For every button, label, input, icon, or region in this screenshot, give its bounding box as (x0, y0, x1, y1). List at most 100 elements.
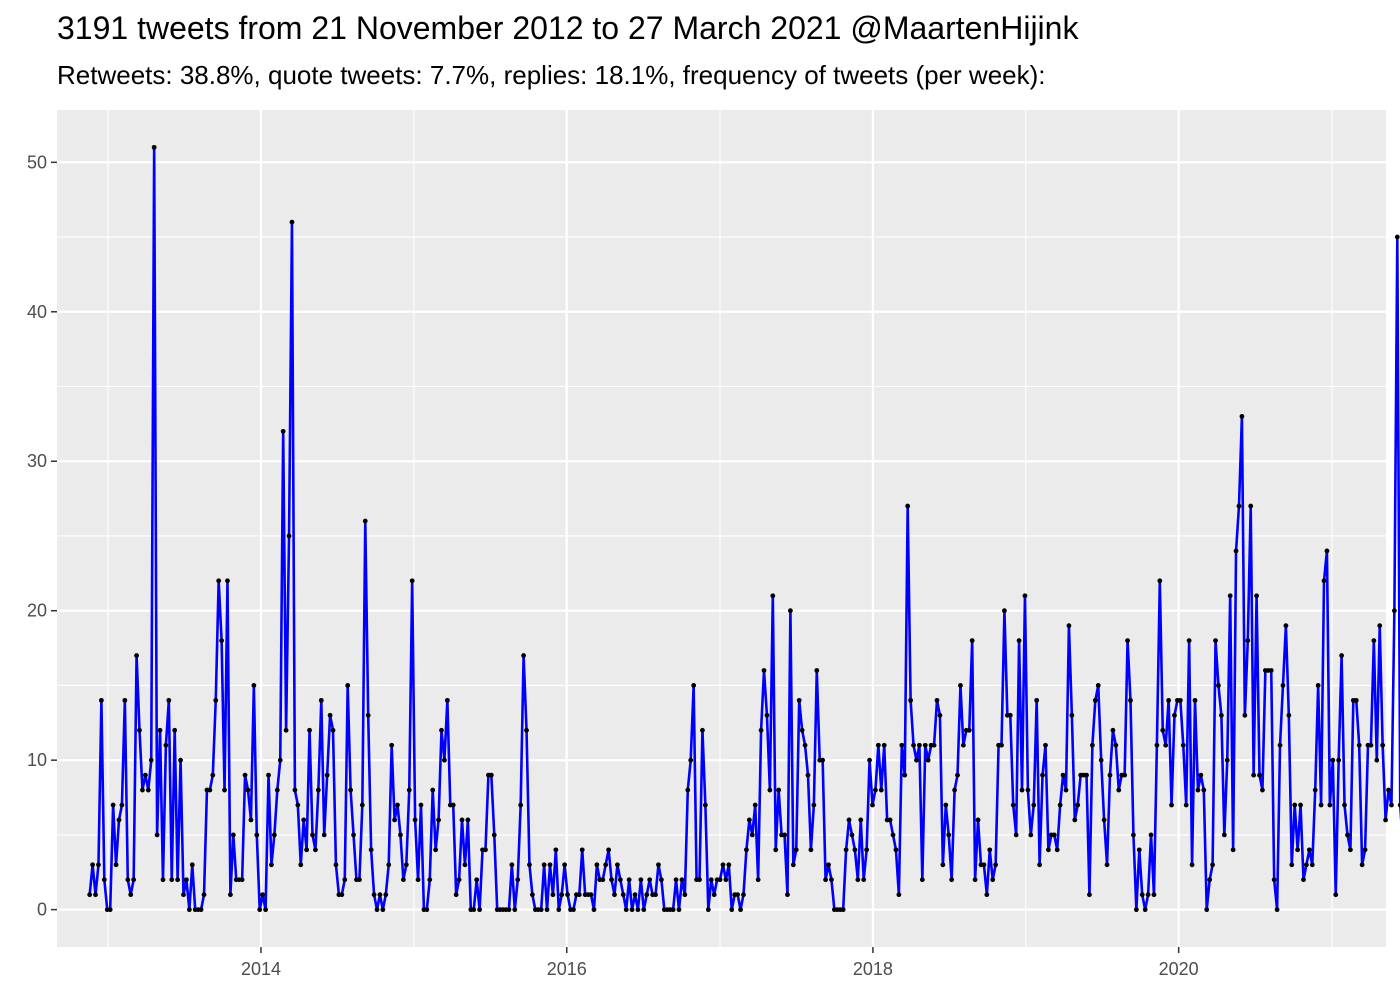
data-point (324, 772, 330, 778)
data-point (1283, 623, 1289, 629)
data-point (691, 683, 697, 688)
data-point (271, 832, 277, 838)
data-point (304, 847, 310, 853)
data-point (1210, 862, 1215, 868)
data-point (999, 742, 1004, 748)
data-point (720, 862, 726, 868)
data-point (444, 697, 450, 703)
data-point (527, 862, 532, 868)
data-point (612, 892, 617, 898)
data-point (125, 877, 131, 883)
data-point (620, 892, 626, 898)
data-point (116, 817, 122, 823)
x-tick-label: 2018 (853, 959, 893, 979)
data-point (1289, 862, 1295, 868)
data-point (1394, 234, 1400, 240)
data-point (896, 892, 902, 898)
data-point (1166, 697, 1172, 703)
data-point (315, 787, 321, 793)
data-point (1189, 862, 1195, 868)
data-point (1040, 772, 1045, 778)
data-point (829, 877, 834, 883)
data-point (201, 892, 207, 898)
data-point (362, 518, 368, 524)
data-point (1087, 892, 1092, 898)
data-point (1116, 787, 1122, 793)
data-point (96, 862, 101, 868)
data-point (758, 727, 764, 733)
data-point (682, 892, 688, 898)
data-point (1254, 593, 1259, 599)
data-point (972, 877, 978, 883)
data-point (799, 727, 805, 733)
data-point (1136, 847, 1142, 853)
data-point (368, 847, 374, 853)
data-point (1227, 593, 1233, 599)
data-point (310, 832, 315, 838)
data-point (793, 847, 799, 853)
data-point (483, 847, 488, 853)
data-point (623, 907, 629, 913)
data-point (99, 697, 104, 703)
data-point (330, 727, 336, 733)
data-point (1054, 847, 1060, 853)
data-point (893, 847, 899, 853)
data-point (365, 712, 371, 718)
data-point (1198, 772, 1204, 778)
data-point (529, 892, 535, 898)
data-point (562, 862, 568, 868)
data-point (1057, 802, 1063, 808)
data-point (157, 727, 163, 733)
data-point (782, 832, 787, 838)
data-point (122, 697, 128, 703)
data-point (1321, 578, 1327, 584)
data-point (641, 907, 647, 913)
data-point (459, 817, 465, 823)
data-point (902, 772, 908, 778)
data-point (955, 772, 960, 778)
data-point (339, 892, 345, 898)
data-point (591, 907, 597, 913)
data-point (1101, 817, 1107, 823)
data-point (386, 862, 392, 868)
data-point (943, 802, 949, 808)
data-point (418, 802, 424, 808)
data-point (849, 832, 855, 838)
data-point (415, 877, 421, 883)
data-point (1306, 847, 1312, 853)
data-point (852, 847, 858, 853)
data-point (427, 877, 433, 883)
data-point (442, 757, 447, 763)
data-point (377, 892, 383, 898)
data-point (1007, 712, 1013, 718)
data-point (676, 907, 682, 913)
data-point (588, 892, 594, 898)
data-point (808, 847, 814, 853)
data-point (1292, 802, 1298, 808)
data-point (785, 892, 790, 898)
data-point (550, 892, 556, 898)
data-point (1368, 742, 1374, 748)
data-point (538, 907, 544, 913)
data-point (723, 877, 729, 883)
data-point (107, 907, 113, 913)
data-point (1374, 757, 1380, 763)
data-point (1242, 712, 1248, 718)
data-point (881, 742, 887, 748)
data-point (544, 907, 550, 913)
data-point (186, 907, 192, 913)
data-point (843, 847, 849, 853)
data-point (1324, 548, 1330, 554)
data-point (1391, 608, 1397, 614)
axis-ticks (51, 161, 1180, 953)
data-point (228, 892, 233, 898)
data-point (327, 712, 333, 718)
data-point (685, 787, 691, 793)
data-point (609, 877, 614, 883)
data-point (430, 787, 436, 793)
data-point (764, 712, 770, 718)
data-point (509, 862, 515, 868)
data-point (1043, 742, 1048, 748)
series-layer (87, 144, 1400, 913)
data-point (1013, 832, 1019, 838)
